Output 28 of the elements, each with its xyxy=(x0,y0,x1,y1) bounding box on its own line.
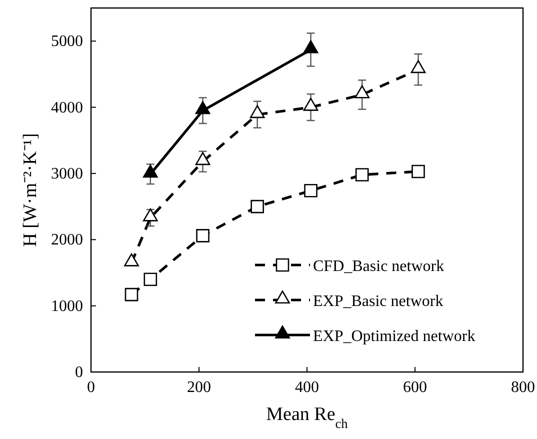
point xyxy=(195,101,210,114)
point xyxy=(303,98,318,111)
legend-label: EXP_Basic network xyxy=(313,293,444,310)
y-tick-label: 2000 xyxy=(51,232,83,249)
y-axis-title: H [W·m⁻²·K⁻¹] xyxy=(20,133,41,247)
y-tick-label: 0 xyxy=(75,364,83,381)
x-tick-label: 600 xyxy=(403,379,427,396)
y-tick-label: 3000 xyxy=(51,165,83,182)
point xyxy=(144,272,158,286)
point xyxy=(250,200,264,214)
y-tick-label: 1000 xyxy=(51,298,83,315)
point xyxy=(142,164,158,178)
point xyxy=(196,229,210,242)
legend-label: EXP_Optimized network xyxy=(313,328,476,345)
y-tick-label: 5000 xyxy=(51,33,83,50)
x-tick-label: 400 xyxy=(295,379,319,396)
point xyxy=(250,105,265,118)
legend-label: CFD_Basic network xyxy=(313,258,444,275)
point xyxy=(195,152,210,166)
x-tick-label: 200 xyxy=(187,379,211,396)
point xyxy=(303,40,318,54)
point xyxy=(410,60,426,74)
point xyxy=(354,85,370,98)
point xyxy=(124,288,138,302)
x-tick-label: 800 xyxy=(511,379,535,396)
y-tick-label: 4000 xyxy=(51,99,83,116)
x-axis-title: Mean Re$_{ch}$ xyxy=(266,404,348,430)
x-tick-label: 0 xyxy=(87,379,95,396)
